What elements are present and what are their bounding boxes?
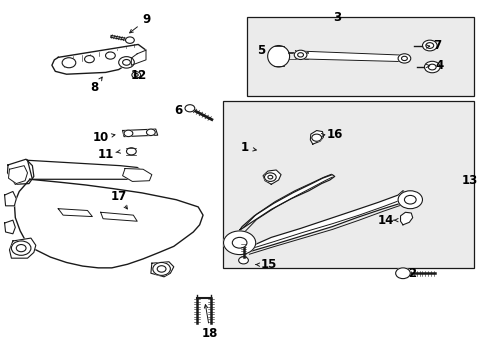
Text: 18: 18 [202, 327, 218, 340]
Circle shape [297, 53, 303, 57]
Circle shape [16, 244, 26, 252]
Circle shape [238, 257, 248, 264]
Polygon shape [239, 175, 334, 230]
Polygon shape [400, 212, 412, 225]
Text: 5: 5 [257, 44, 265, 57]
Text: 10: 10 [92, 131, 108, 144]
Circle shape [397, 191, 422, 209]
Circle shape [401, 56, 407, 60]
Polygon shape [263, 170, 281, 184]
Circle shape [427, 64, 435, 70]
Polygon shape [7, 159, 34, 184]
Polygon shape [8, 166, 27, 184]
Circle shape [264, 173, 276, 181]
Circle shape [294, 50, 306, 59]
Text: 9: 9 [142, 13, 151, 26]
Polygon shape [122, 168, 152, 181]
Circle shape [105, 52, 115, 59]
Circle shape [422, 40, 436, 51]
Polygon shape [4, 192, 16, 206]
Text: 7: 7 [432, 39, 440, 52]
Circle shape [424, 61, 439, 73]
Circle shape [404, 195, 415, 204]
Circle shape [267, 175, 272, 179]
Circle shape [184, 105, 194, 112]
Circle shape [125, 37, 134, 43]
Bar [222, 101, 473, 268]
Polygon shape [58, 209, 92, 217]
Circle shape [119, 57, 134, 68]
Text: 13: 13 [461, 174, 477, 186]
Text: 1: 1 [240, 141, 248, 154]
Ellipse shape [267, 45, 289, 67]
Polygon shape [295, 51, 405, 62]
Polygon shape [151, 262, 173, 277]
Text: 17: 17 [110, 190, 126, 203]
Circle shape [84, 55, 94, 63]
Circle shape [157, 266, 165, 272]
Circle shape [62, 58, 76, 68]
Circle shape [397, 54, 410, 63]
Text: 14: 14 [377, 214, 393, 227]
Circle shape [146, 129, 155, 135]
Circle shape [223, 231, 255, 255]
Polygon shape [52, 44, 146, 74]
Circle shape [122, 59, 130, 65]
Circle shape [232, 237, 246, 248]
Text: 8: 8 [90, 81, 99, 94]
Polygon shape [101, 212, 137, 221]
Polygon shape [310, 131, 323, 144]
Polygon shape [131, 50, 146, 65]
Circle shape [425, 42, 433, 48]
Bar [246, 17, 473, 96]
Polygon shape [122, 129, 158, 136]
Circle shape [395, 268, 409, 279]
Text: 6: 6 [174, 104, 183, 117]
Text: 11: 11 [97, 148, 113, 161]
Text: 15: 15 [260, 258, 277, 271]
Polygon shape [4, 220, 15, 234]
Polygon shape [14, 179, 203, 268]
Polygon shape [27, 160, 144, 179]
Text: 12: 12 [130, 69, 146, 82]
Text: 2: 2 [407, 267, 415, 280]
Circle shape [132, 72, 141, 78]
Polygon shape [239, 191, 409, 253]
Circle shape [311, 134, 321, 141]
Circle shape [153, 262, 170, 275]
Polygon shape [9, 238, 36, 258]
Text: 3: 3 [332, 12, 341, 24]
Text: 4: 4 [434, 59, 443, 72]
Circle shape [124, 130, 133, 136]
Circle shape [126, 148, 136, 155]
Text: 16: 16 [326, 127, 342, 141]
Circle shape [134, 73, 138, 76]
Circle shape [11, 241, 31, 255]
